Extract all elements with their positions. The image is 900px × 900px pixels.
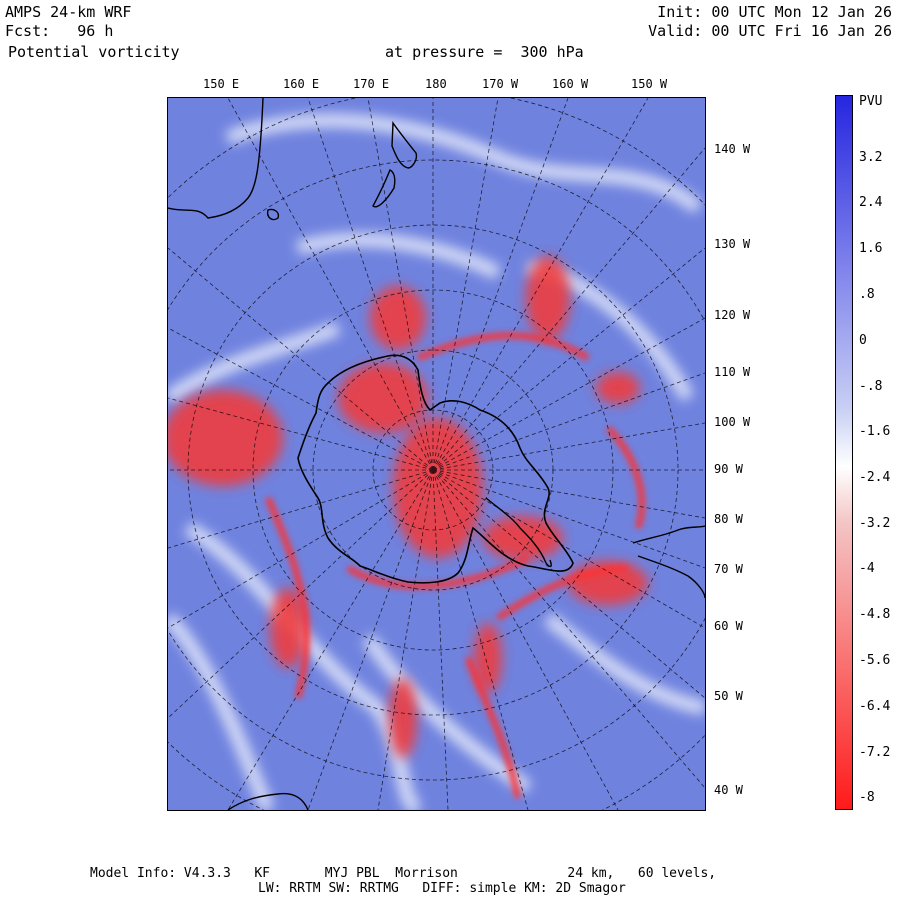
pv-neutral-bands <box>168 113 705 810</box>
lon-label-140w: 140 W <box>714 142 751 156</box>
pv-negative-features <box>168 256 648 758</box>
australia-coast <box>168 98 264 219</box>
meridians <box>168 98 705 810</box>
lon-label-170e: 170 E <box>353 77 390 91</box>
colorbar-label: -1.6 <box>859 424 891 439</box>
pv-map-graphic <box>168 98 705 810</box>
lon-label-90w: 90 W <box>714 462 743 476</box>
lon-label-70w: 70 W <box>714 562 743 576</box>
forecast-hour: Fcst: 96 h <box>5 22 114 40</box>
model-info-line1: Model Info: V4.3.3 KF MYJ PBL Morrison 2… <box>90 866 717 881</box>
lon-label-130w: 130 W <box>714 237 751 251</box>
model-title: AMPS 24-km WRF <box>5 3 132 21</box>
africa-coast <box>227 792 309 810</box>
lon-label-160w: 160 W <box>552 77 589 91</box>
colorbar-label: 3.2 <box>859 150 883 165</box>
lon-label-40w: 40 W <box>714 783 743 797</box>
colorbar-label: -2.4 <box>859 470 891 485</box>
colorbar-label: -4 <box>859 561 875 576</box>
tasmania <box>266 208 280 221</box>
field-name: Potential vorticity <box>8 43 180 61</box>
lon-label-150w: 150 W <box>631 77 668 91</box>
lon-label-50w: 50 W <box>714 689 743 703</box>
lon-label-60w: 60 W <box>714 619 743 633</box>
lon-label-170w: 170 W <box>482 77 519 91</box>
colorbar-label: -3.2 <box>859 516 891 531</box>
colorbar-label: -7.2 <box>859 745 891 760</box>
south-america-coast <box>632 525 705 599</box>
lon-label-110w: 110 W <box>714 365 751 379</box>
colorbar <box>835 95 853 810</box>
lon-label-120w: 120 W <box>714 308 751 322</box>
lon-label-80w: 80 W <box>714 512 743 526</box>
colorbar-label: -.8 <box>859 379 883 394</box>
colorbar-label: 1.6 <box>859 241 883 256</box>
colorbar-unit: PVU <box>859 94 883 109</box>
colorbar-label: 0 <box>859 333 867 348</box>
new-zealand <box>372 120 418 208</box>
colorbar-label: -8 <box>859 790 875 805</box>
lon-label-160e: 160 E <box>283 77 320 91</box>
valid-time: Valid: 00 UTC Fri 16 Jan 26 <box>648 22 892 40</box>
antarctic-peninsula <box>485 497 552 568</box>
lon-label-100w: 100 W <box>714 415 751 429</box>
lon-label-150e: 150 E <box>203 77 240 91</box>
lon-label-180: 180 <box>425 77 447 91</box>
pressure-level: at pressure = 300 hPa <box>385 43 584 61</box>
pv-map <box>167 97 706 811</box>
colorbar-label: 2.4 <box>859 195 883 210</box>
colorbar-label: .8 <box>859 287 875 302</box>
colorbar-label: -5.6 <box>859 653 891 668</box>
colorbar-label: -6.4 <box>859 699 891 714</box>
antarctica-coastline <box>297 354 574 584</box>
colorbar-label: -4.8 <box>859 607 891 622</box>
model-info-line2: LW: RRTM SW: RRTMG DIFF: simple KM: 2D S… <box>258 881 626 896</box>
init-time: Init: 00 UTC Mon 12 Jan 26 <box>657 3 892 21</box>
